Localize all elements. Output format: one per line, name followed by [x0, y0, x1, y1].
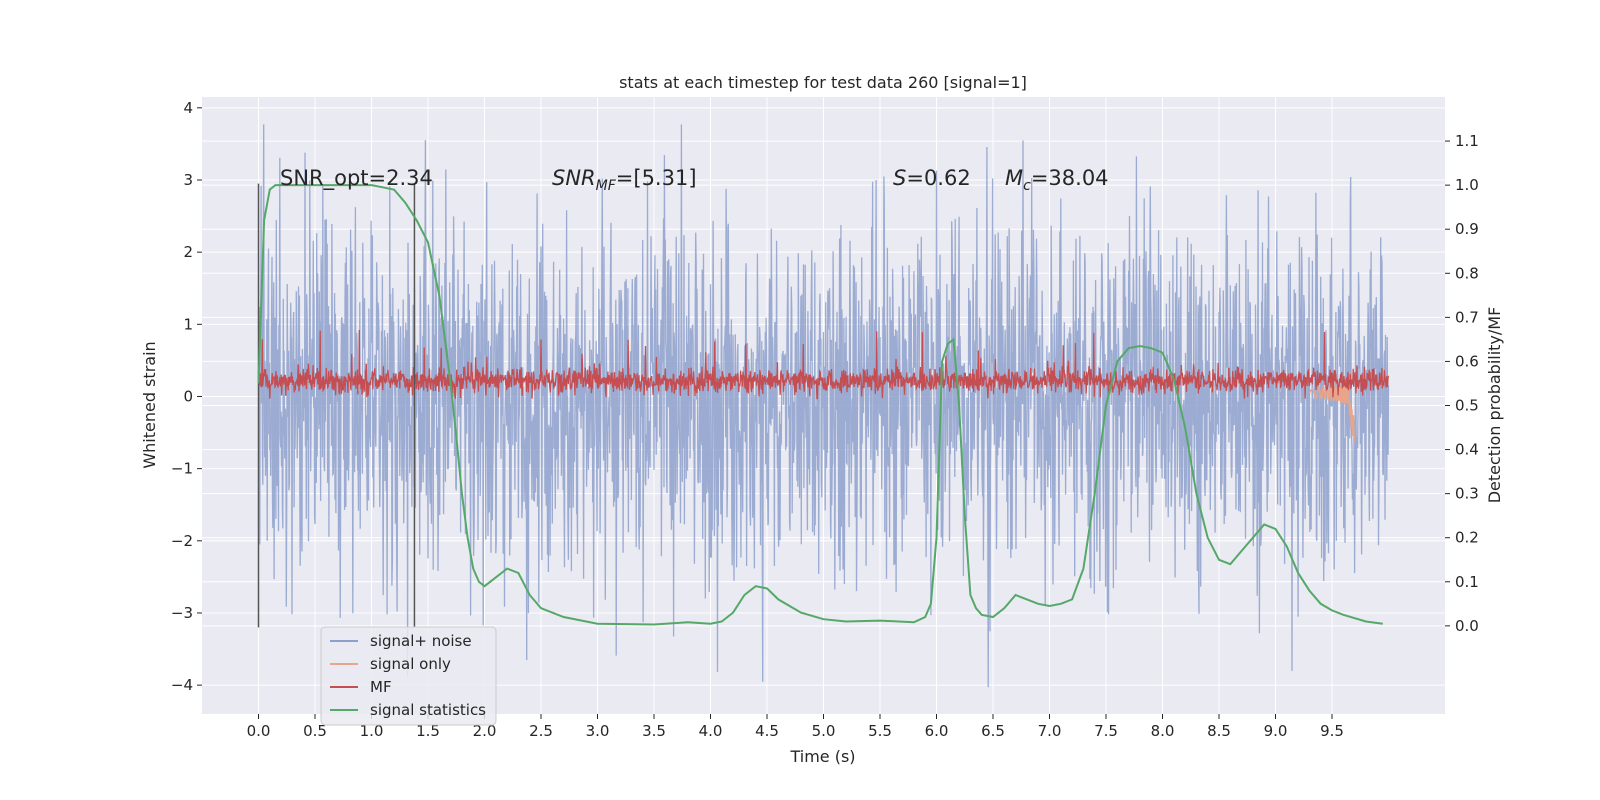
- y-right-tick-label: 0.9: [1455, 220, 1479, 238]
- annotation-mc-value: =38.04: [1031, 166, 1109, 190]
- annotation-s-label: S: [893, 166, 906, 190]
- y-right-tick-label: 0.7: [1455, 308, 1479, 326]
- y-left-tick-label: −1: [171, 460, 193, 478]
- x-tick-label: 7.0: [1038, 722, 1062, 740]
- y-right-tick-label: 1.0: [1455, 176, 1479, 194]
- mf-line: [257, 329, 1390, 400]
- annotation-snr-opt: SNR_opt=2.34: [280, 166, 433, 191]
- y-left-tick-label: −3: [171, 604, 193, 622]
- x-tick-label: 3.0: [586, 722, 610, 740]
- y-axis-right-label: Detection probability/MF: [1485, 307, 1504, 504]
- x-tick-label: 1.0: [360, 722, 384, 740]
- annotation-snr-mf-sub: MF: [596, 178, 617, 194]
- x-tick-label: 8.0: [1151, 722, 1175, 740]
- y-left-tick-label: 3: [183, 171, 193, 189]
- series-mf: [257, 329, 1390, 400]
- y-axis-right-ticks: 0.0 0.1 0.2 0.3 0.4 0.5 0.6 0.7 0.8 0.9 1.0 1.1: [1445, 132, 1479, 635]
- annotation-mc-sub: c: [1023, 178, 1031, 194]
- chart-title: stats at each timestep for test data 260…: [619, 73, 1027, 92]
- legend: signal+ noise signal only MF signal stat…: [320, 626, 497, 726]
- y-right-tick-label: 0.2: [1455, 529, 1479, 547]
- x-axis-ticks: 0.0 0.5 1.0 1.5 2.0 2.5 3.0 3.5 4.0 4.5 5.0 5.5 6.0 6…: [247, 714, 1344, 740]
- legend-label-signal-statistics: signal statistics: [370, 701, 486, 719]
- x-tick-label: 5.5: [868, 722, 892, 740]
- x-tick-label: 0.5: [303, 722, 327, 740]
- y-right-tick-label: 0.5: [1455, 397, 1479, 415]
- x-tick-label: 4.0: [699, 722, 723, 740]
- x-tick-label: 6.0: [925, 722, 949, 740]
- annotation-snr-mf-main: SNR: [552, 166, 596, 190]
- y-left-tick-label: 1: [183, 315, 193, 333]
- y-left-tick-label: 4: [183, 99, 193, 117]
- x-tick-label: 9.0: [1264, 722, 1288, 740]
- x-tick-label: 2.5: [529, 722, 553, 740]
- annotation-snr-mf-value: =[5.31]: [616, 166, 697, 190]
- annotations: SNR_opt=2.34 SNRMF=[5.31] S=0.62 Mc=38.0…: [280, 166, 1109, 194]
- annotation-mc-main: M: [1005, 166, 1023, 190]
- x-tick-label: 8.5: [1207, 722, 1231, 740]
- annotation-s-value: =0.62: [906, 166, 970, 190]
- y-right-tick-label: 0.4: [1455, 441, 1479, 459]
- x-tick-label: 6.5: [981, 722, 1005, 740]
- y-left-tick-label: 0: [183, 387, 193, 405]
- y-left-tick-label: −4: [171, 676, 193, 694]
- x-tick-label: 1.5: [416, 722, 440, 740]
- legend-box: [320, 626, 497, 726]
- annotation-snr-mf: SNRMF=[5.31]: [552, 166, 697, 194]
- legend-label-mf: MF: [370, 678, 392, 696]
- x-tick-label: 7.5: [1094, 722, 1118, 740]
- x-tick-label: 0.0: [247, 722, 271, 740]
- y-right-tick-label: 1.1: [1455, 132, 1479, 150]
- signal-statistics-line: [257, 184, 1383, 626]
- series-signal-statistics: [257, 184, 1383, 626]
- y-axis-left-label: Whitened strain: [140, 341, 159, 468]
- vertical-markers: [257, 183, 416, 628]
- x-tick-label: 3.5: [642, 722, 666, 740]
- y-right-tick-label: 0.1: [1455, 573, 1479, 591]
- y-left-tick-label: 2: [183, 243, 193, 261]
- y-right-tick-label: 0.0: [1455, 617, 1479, 635]
- y-axis-left-ticks: −4 −3 −2 −1 0 1 2 3 4: [171, 99, 202, 694]
- y-right-tick-label: 0.8: [1455, 264, 1479, 282]
- annotation-mc: Mc=38.04: [1005, 166, 1109, 194]
- x-axis-label: Time (s): [789, 747, 855, 766]
- y-right-tick-label: 0.3: [1455, 485, 1479, 503]
- x-tick-label: 2.0: [473, 722, 497, 740]
- y-left-tick-label: −2: [171, 532, 193, 550]
- x-tick-label: 9.5: [1320, 722, 1344, 740]
- annotation-s: S=0.62: [893, 166, 971, 190]
- x-tick-label: 5.0: [812, 722, 836, 740]
- y-right-tick-label: 0.6: [1455, 352, 1479, 370]
- legend-label-signal-only: signal only: [370, 655, 451, 673]
- x-tick-label: 4.5: [755, 722, 779, 740]
- legend-label-signal-noise: signal+ noise: [370, 632, 472, 650]
